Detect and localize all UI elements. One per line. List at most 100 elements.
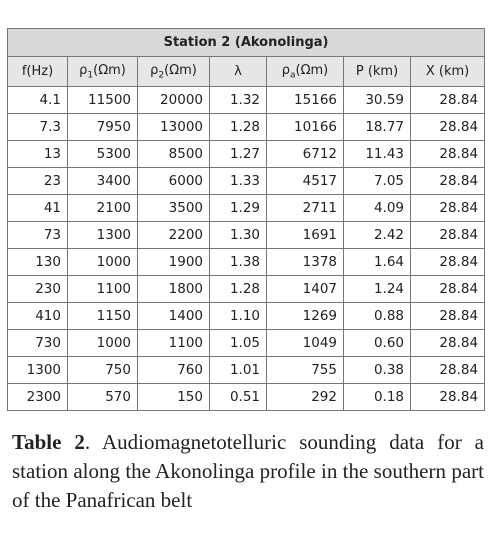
header-unit: (Ωm): [93, 62, 126, 78]
caption-label: Table 2: [12, 430, 85, 454]
cell: 1400: [137, 302, 210, 330]
cell: 1.30: [209, 221, 267, 249]
cell: 28.84: [409, 302, 486, 330]
column-header: λ: [209, 56, 267, 87]
header-text: ρ: [150, 62, 159, 78]
header-subscript: 2: [158, 70, 165, 81]
cell: 1.32: [209, 86, 267, 114]
cell: 0.88: [343, 302, 411, 330]
header-text: X (km): [425, 64, 470, 79]
cell: 230: [7, 275, 68, 303]
cell: 28.84: [409, 167, 486, 195]
cell: 28.84: [409, 221, 486, 249]
data-row: 4.1 11500 20000 1.32 15166 30.59 28.84: [7, 86, 486, 114]
cell: 1300: [67, 221, 138, 249]
cell: 1.28: [209, 275, 267, 303]
cell: 41: [7, 194, 68, 222]
cell: 4517: [266, 167, 344, 195]
cell: 1.10: [209, 302, 267, 330]
data-row: 7.3 7950 13000 1.28 10166 18.77 28.84: [7, 113, 486, 141]
cell: 1.01: [209, 356, 267, 384]
cell: 1407: [266, 275, 344, 303]
column-header: P (km): [343, 56, 411, 87]
cell: 1000: [67, 248, 138, 276]
cell: 755: [266, 356, 344, 384]
cell: 0.60: [343, 329, 411, 357]
cell: 5300: [67, 140, 138, 168]
cell: 1.24: [343, 275, 411, 303]
cell: 73: [7, 221, 68, 249]
header-unit: (Ωm): [164, 62, 197, 78]
cell: 4.09: [343, 194, 411, 222]
cell: 750: [67, 356, 138, 384]
header-row: f(Hz) ρ1(Ωm) ρ2(Ωm) λ ρa(Ωm) P (km) X (km): [7, 56, 486, 87]
cell: 28.84: [409, 383, 486, 411]
data-row: 130 1000 1900 1.38 1378 1.64 28.84: [7, 248, 486, 276]
cell: 1049: [266, 329, 344, 357]
cell: 1.27: [209, 140, 267, 168]
cell: 570: [67, 383, 138, 411]
table-title: Station 2 (Akonolinga): [6, 28, 486, 57]
cell: 28.84: [409, 113, 486, 141]
cell: 0.18: [343, 383, 411, 411]
cell: 28.84: [409, 140, 486, 168]
header-subscript: 1: [87, 70, 94, 81]
cell: 1.33: [209, 167, 267, 195]
cell: 760: [137, 356, 210, 384]
cell: 28.84: [409, 248, 486, 276]
cell: 28.84: [409, 86, 486, 114]
cell: 3400: [67, 167, 138, 195]
cell: 7.05: [343, 167, 411, 195]
cell: 28.84: [409, 275, 486, 303]
data-row: 73 1300 2200 1.30 1691 2.42 28.84: [7, 221, 486, 249]
data-row: 230 1100 1800 1.28 1407 1.24 28.84: [7, 275, 486, 303]
cell: 1800: [137, 275, 210, 303]
cell: 1100: [67, 275, 138, 303]
cell: 13: [7, 140, 68, 168]
cell: 3500: [137, 194, 210, 222]
cell: 11.43: [343, 140, 411, 168]
title-row: Station 2 (Akonolinga): [6, 28, 486, 57]
cell: 150: [137, 383, 210, 411]
header-subscript: a: [290, 70, 296, 81]
header-text: ρ: [79, 62, 88, 78]
cell: 2.42: [343, 221, 411, 249]
cell: 6000: [137, 167, 210, 195]
cell: 7.3: [7, 113, 68, 141]
cell: 1.38: [209, 248, 267, 276]
cell: 4.1: [7, 86, 68, 114]
data-row: 730 1000 1100 1.05 1049 0.60 28.84: [7, 329, 486, 357]
cell: 1.05: [209, 329, 267, 357]
column-header: X (km): [409, 56, 486, 87]
cell: 11500: [67, 86, 138, 114]
cell: 7950: [67, 113, 138, 141]
header-text: λ: [234, 64, 242, 79]
cell: 10166: [266, 113, 344, 141]
data-row: 1300 750 760 1.01 755 0.38 28.84: [7, 356, 486, 384]
header-text: ρ: [281, 62, 290, 78]
cell: 1.64: [343, 248, 411, 276]
cell: 1691: [266, 221, 344, 249]
cell: 1000: [67, 329, 138, 357]
data-row: 2300 570 150 0.51 292 0.18 28.84: [7, 383, 486, 411]
cell: 2711: [266, 194, 344, 222]
data-row: 410 1150 1400 1.10 1269 0.88 28.84: [7, 302, 486, 330]
cell: 292: [266, 383, 344, 411]
cell: 28.84: [409, 329, 486, 357]
cell: 13000: [137, 113, 210, 141]
column-header: ρ2(Ωm): [137, 56, 210, 87]
cell: 1150: [67, 302, 138, 330]
cell: 28.84: [409, 194, 486, 222]
header-unit: (Ωm): [295, 62, 329, 78]
cell: 30.59: [343, 86, 411, 114]
header-text: f(Hz): [21, 64, 54, 79]
cell: 130: [7, 248, 68, 276]
cell: 0.38: [343, 356, 411, 384]
cell: 1269: [266, 302, 344, 330]
cell: 730: [7, 329, 68, 357]
cell: 0.51: [209, 383, 267, 411]
data-row: 23 3400 6000 1.33 4517 7.05 28.84: [7, 167, 486, 195]
data-row: 41 2100 3500 1.29 2711 4.09 28.84: [7, 194, 486, 222]
cell: 2300: [7, 383, 68, 411]
caption: Table 2. Audiomagnetotelluric sounding d…: [12, 428, 484, 515]
